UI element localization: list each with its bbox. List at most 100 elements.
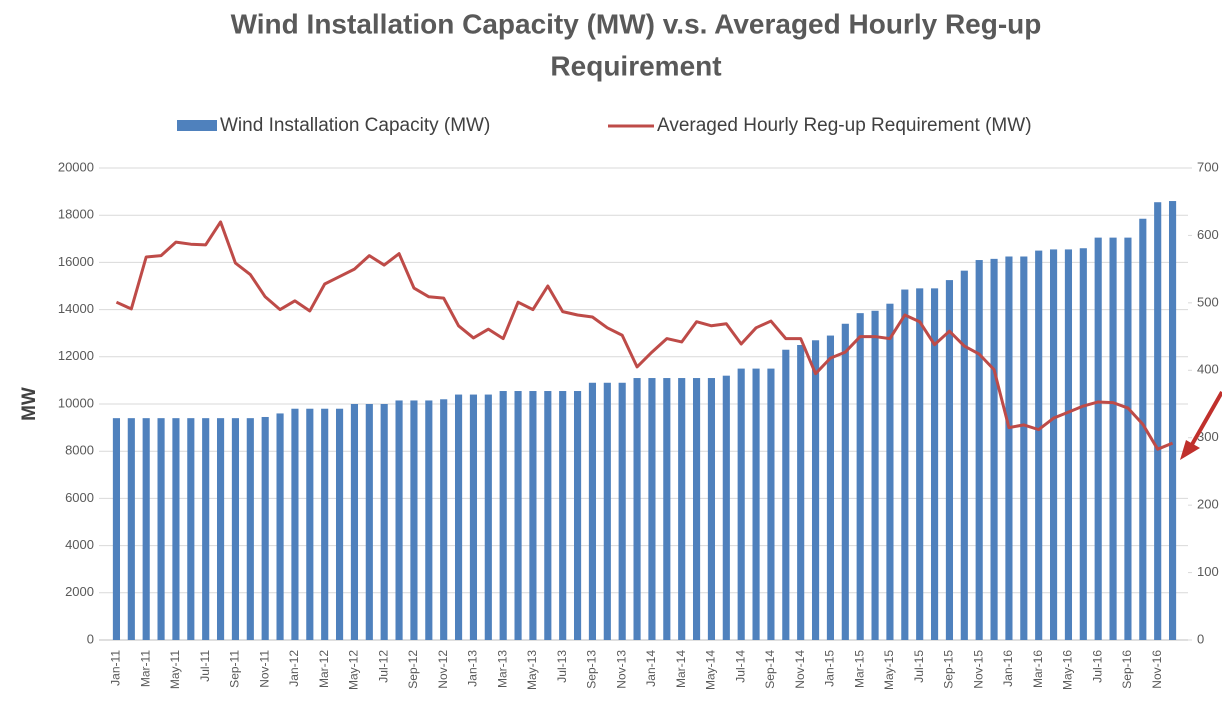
bar	[975, 260, 983, 640]
y-tick-label: 4000	[65, 537, 94, 552]
bar	[886, 303, 894, 640]
x-tick-label: May-12	[347, 650, 361, 690]
x-tick-label: Jan-14	[644, 650, 658, 687]
arrow-shaft	[1188, 391, 1222, 449]
bar	[157, 418, 165, 640]
bar	[663, 378, 671, 640]
bar	[782, 349, 790, 640]
bar	[246, 418, 254, 640]
y-tick-label: 6000	[65, 490, 94, 505]
bar	[722, 375, 730, 640]
x-tick-label: Jul-14	[733, 650, 747, 683]
bar	[633, 378, 641, 640]
bar	[142, 418, 150, 640]
bar	[559, 391, 567, 640]
bar	[692, 378, 701, 640]
y2-tick-label: 500	[1197, 294, 1219, 309]
x-tick-label: Sep-11	[228, 650, 242, 688]
bar	[1079, 248, 1087, 641]
y-tick-label: 16000	[58, 254, 94, 269]
bar	[1064, 249, 1073, 641]
bar	[1035, 250, 1043, 640]
y-tick-label: 18000	[58, 207, 94, 222]
bar	[454, 394, 463, 640]
bar	[1109, 237, 1117, 640]
x-tick-label: Sep-12	[406, 650, 420, 689]
x-tick-label: Mar-11	[138, 650, 152, 687]
y2-tick-label: 100	[1197, 564, 1219, 579]
x-tick-label: Mar-12	[317, 650, 331, 688]
x-tick-label: Jul-11	[198, 650, 212, 682]
bar	[484, 394, 492, 640]
bar	[1168, 201, 1177, 641]
x-tick-label: Mar-15	[852, 650, 866, 688]
x-tick-label: Jan-15	[823, 650, 837, 687]
x-tick-label: Mar-14	[674, 650, 688, 688]
y-tick-label: 0	[87, 631, 94, 646]
bar	[752, 368, 760, 640]
bar	[767, 368, 775, 640]
bar	[707, 378, 716, 640]
legend-label: Averaged Hourly Reg-up Requirement (MW)	[657, 115, 1032, 136]
x-tick-label: Nov-13	[614, 650, 628, 689]
bar	[841, 323, 849, 640]
bar	[1094, 237, 1102, 640]
bar	[811, 340, 820, 640]
x-tick-label: Sep-15	[942, 650, 956, 689]
bar	[960, 270, 968, 640]
bar	[1124, 237, 1132, 640]
bar	[737, 368, 745, 640]
y-tick-label: 2000	[65, 584, 94, 599]
x-tick-label: Nov-14	[793, 650, 807, 689]
y2-tick-label: 600	[1197, 227, 1219, 242]
y-axis-label: MW	[19, 387, 40, 421]
bar	[380, 404, 388, 640]
x-tick-label: Jan-13	[466, 650, 480, 687]
bar	[871, 310, 879, 640]
x-tick-label: Sep-13	[585, 650, 599, 689]
bar	[365, 404, 373, 640]
x-tick-label: Jan-12	[287, 650, 301, 687]
bar	[440, 399, 448, 640]
bar	[321, 408, 329, 640]
y2-tick-label: 300	[1197, 429, 1219, 444]
bar	[856, 313, 864, 640]
x-tick-label: Sep-16	[1120, 650, 1134, 689]
bar	[1020, 256, 1028, 640]
bar	[425, 400, 433, 640]
arrow-head	[1180, 440, 1200, 460]
x-tick-label: May-15	[882, 650, 896, 690]
bar	[127, 418, 135, 640]
bar	[901, 289, 909, 640]
bar	[990, 258, 998, 640]
bar	[826, 335, 835, 640]
bar	[603, 382, 611, 640]
plot-area: 0200040006000800010000120001400016000180…	[58, 159, 1219, 690]
bar	[499, 391, 507, 640]
x-tick-label: May-14	[704, 650, 718, 690]
x-tick-label: Jan-11	[109, 650, 123, 686]
bar	[1049, 249, 1058, 641]
y2-tick-label: 200	[1197, 497, 1219, 512]
x-tick-label: Nov-11	[257, 650, 271, 688]
bar	[945, 280, 954, 640]
y2-tick-label: 700	[1197, 159, 1219, 174]
x-tick-label: Jul-12	[376, 650, 390, 683]
x-tick-label: May-11	[168, 650, 182, 689]
bar	[231, 418, 240, 640]
y-tick-label: 8000	[65, 443, 94, 458]
bar	[172, 418, 180, 640]
bar	[618, 382, 626, 640]
bar	[514, 391, 522, 640]
x-tick-label: May-13	[525, 650, 539, 690]
y-tick-label: 20000	[58, 159, 94, 174]
legend-label: Wind Installation Capacity (MW)	[220, 115, 490, 136]
chart-title: Requirement	[550, 50, 721, 81]
bar	[648, 378, 656, 640]
bar	[930, 288, 939, 640]
x-tick-label: Mar-13	[495, 650, 509, 688]
bar	[797, 345, 805, 640]
x-tick-label: Sep-14	[763, 650, 777, 689]
bar	[216, 418, 225, 640]
y2-tick-label: 400	[1197, 362, 1219, 377]
